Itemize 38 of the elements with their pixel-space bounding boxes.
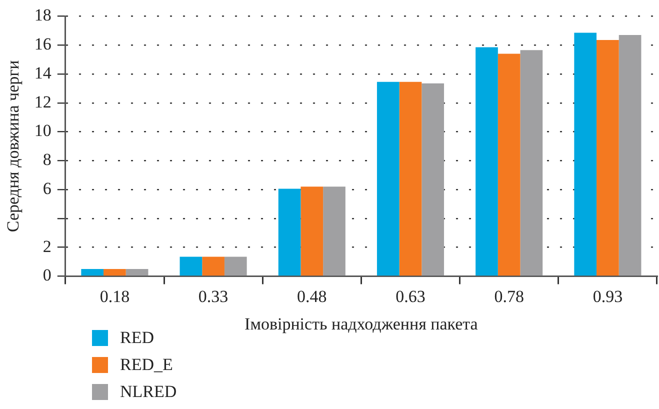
bar <box>323 186 346 276</box>
y-tick-label: 8 <box>42 150 52 170</box>
bar <box>399 82 422 276</box>
bar <box>618 34 642 276</box>
bar <box>422 83 444 276</box>
bar <box>126 268 148 276</box>
bar <box>376 82 400 276</box>
y-tick-label: 14 <box>34 63 52 82</box>
x-tick-label: 0.63 <box>396 286 426 306</box>
bar <box>278 188 301 276</box>
bar <box>224 256 247 276</box>
x-axis-title: Імовірність надходження пакета <box>244 314 478 334</box>
x-tick-label: 0.18 <box>100 286 130 306</box>
bar <box>596 40 619 276</box>
y-tick-label: 16 <box>34 34 52 54</box>
x-tick-label: 0.78 <box>494 286 524 306</box>
y-tick-label: 12 <box>34 92 52 112</box>
x-tick-label: 0.33 <box>198 286 228 306</box>
y-tick-label: 0 <box>42 266 52 285</box>
x-tick-label: 0.93 <box>592 286 623 306</box>
bar <box>574 32 597 276</box>
bar <box>104 268 126 276</box>
bar <box>476 47 498 276</box>
bar <box>81 268 104 276</box>
legend-label: NLRED <box>120 382 177 402</box>
y-tick-label: 6 <box>42 179 52 198</box>
y-tick-label: 18 <box>34 6 52 25</box>
bar <box>300 186 324 276</box>
y-axis-title: Середня довжина черги <box>4 60 23 232</box>
bar <box>180 256 202 276</box>
bar <box>520 50 543 276</box>
legend-label: RED <box>120 328 154 348</box>
y-tick-label: 2 <box>42 236 52 256</box>
bar <box>202 256 224 276</box>
x-tick-label: 0.48 <box>297 286 327 306</box>
legend-label: RED_E <box>120 354 173 374</box>
y-tick-label: 10 <box>34 121 52 140</box>
bar <box>498 54 520 276</box>
